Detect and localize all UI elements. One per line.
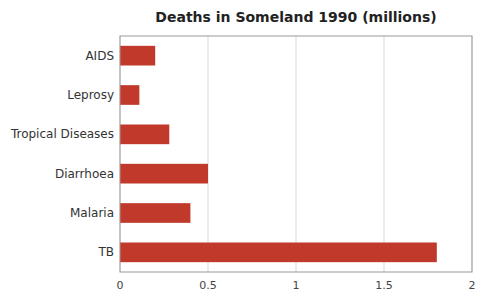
bar xyxy=(120,203,190,223)
tick-label: 1 xyxy=(293,279,300,292)
tick-labels: 0 0.5 1 1.5 2 xyxy=(117,279,476,292)
frame xyxy=(120,36,472,272)
bar xyxy=(120,243,437,263)
category-label: TB xyxy=(97,245,114,259)
category-label: Tropical Diseases xyxy=(10,127,114,141)
grid-line xyxy=(208,36,209,272)
category-label: Malaria xyxy=(70,206,114,220)
grid xyxy=(120,36,472,272)
tick-label: 2 xyxy=(469,279,476,292)
grid-line xyxy=(296,36,297,272)
bar xyxy=(120,164,208,184)
bar xyxy=(120,46,155,66)
category-label: Leprosy xyxy=(67,88,114,102)
tick-label: 0.5 xyxy=(199,279,217,292)
plot-area xyxy=(120,36,472,272)
tick-label: 1.5 xyxy=(375,279,393,292)
tick-label: 0 xyxy=(117,279,124,292)
category-label: Diarrhoea xyxy=(55,167,114,181)
bars xyxy=(120,46,437,262)
category-label: AIDS xyxy=(85,49,114,63)
category-labels: TB Malaria Diarrhoea Tropical Diseases Lepro… xyxy=(10,49,114,260)
title: Deaths in Someland 1990 (millions) xyxy=(155,9,436,25)
chart: Deaths in Someland 1990 (millions) 0 0.5 1 1… xyxy=(0,0,490,300)
bar xyxy=(120,125,169,145)
bar xyxy=(120,85,139,105)
chart-container: Deaths in Someland 1990 (millions) 0 0.5 1 1… xyxy=(0,0,490,300)
grid-line xyxy=(384,36,385,272)
